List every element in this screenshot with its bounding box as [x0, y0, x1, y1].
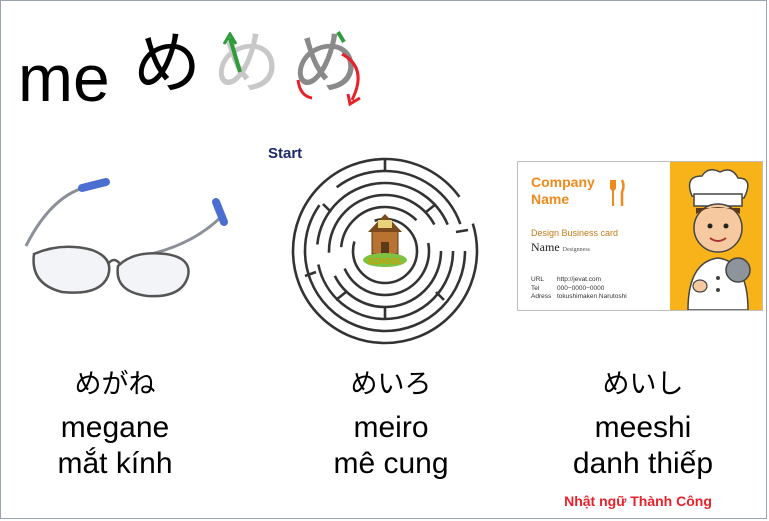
syllable-kana: め [133, 25, 202, 104]
card-name-label: Name Designness [531, 240, 590, 254]
word-kana: めいろ [350, 369, 432, 400]
brand-watermark: Nhật ngữ Thành Công [564, 493, 712, 509]
stroke-order-step-2: め [292, 25, 361, 104]
glasses-illustration [24, 178, 228, 298]
card-contact-info: URL http://jevat.com Tel 000−0000−0000 Adr… [531, 276, 627, 300]
maze-start-label: Start [268, 145, 303, 162]
card-design-label: Design Business card [531, 228, 619, 238]
word-romaji: megane [60, 411, 170, 444]
stroke-arrow-icon [296, 30, 361, 107]
syllable-romaji: me [18, 41, 110, 115]
stroke-order-step-1: め [213, 25, 282, 104]
word-vietnamese: mắt kính [57, 447, 173, 480]
chef-icon [687, 169, 751, 310]
word-romaji: meeshi [594, 411, 692, 444]
maze-illustration: SCHOOL [291, 157, 479, 345]
word-romaji: meiro [353, 411, 429, 444]
word-vietnamese: danh thiếp [572, 447, 714, 480]
word-kana: めがね [74, 369, 156, 400]
word-kana: めいし [602, 369, 684, 400]
maze-center-label: SCHOOL [368, 257, 402, 266]
stroke-arrow-icon [222, 32, 242, 73]
business-card-illustration: Company Name Design Business card Name De… [517, 161, 763, 311]
card-company-name: Company Name [531, 174, 595, 207]
word-vietnamese: mê cung [333, 447, 449, 480]
fork-knife-icon [610, 179, 625, 206]
